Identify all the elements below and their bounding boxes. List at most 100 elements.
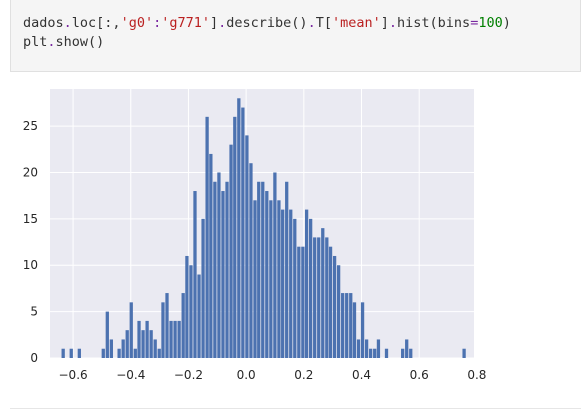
histogram-bar <box>409 348 413 358</box>
code-token: = <box>470 15 479 31</box>
code-token: 'g771' <box>161 15 210 31</box>
histogram-bar <box>61 348 65 358</box>
histogram-bar <box>356 339 361 358</box>
code-token: . <box>47 34 56 50</box>
histogram-bar <box>317 237 321 358</box>
histogram-bar <box>237 98 241 358</box>
code-token: plt <box>23 34 48 50</box>
histogram-bar <box>105 311 109 358</box>
histogram-bar <box>177 320 181 358</box>
histogram-bar <box>364 339 369 358</box>
histogram-bar <box>245 135 249 358</box>
histogram-bar <box>185 255 189 358</box>
code-token: loc[:, <box>71 15 121 31</box>
x-axis-ticks: −0.6 −0.4 −0.2 0.0 0.2 0.4 0.6 0.8 <box>59 368 487 382</box>
cell-output: −0.6 −0.4 −0.2 0.0 0.2 0.4 0.6 0.8 0 5 10 15 20 25 <box>10 72 581 402</box>
histogram-bar <box>145 320 149 358</box>
histogram-bar <box>277 200 281 358</box>
code-token: . <box>388 15 398 31</box>
x-tick-label: 0.4 <box>352 368 371 382</box>
x-tick-label: −0.2 <box>174 368 203 382</box>
code-token: : <box>153 15 162 31</box>
histogram-bar <box>293 218 297 358</box>
histogram-bar <box>121 339 125 358</box>
code-token: T[ <box>315 15 332 31</box>
histogram-bar <box>462 348 466 358</box>
x-tick-label: −0.6 <box>59 368 88 382</box>
code-token: dados <box>23 15 64 31</box>
histogram-bar <box>345 293 349 358</box>
histogram-bar <box>241 107 245 358</box>
histogram-bar <box>341 293 345 358</box>
histogram-bar <box>225 181 229 358</box>
histogram-bar <box>173 320 177 358</box>
histogram-bar <box>149 330 153 358</box>
histogram-bar <box>373 348 377 358</box>
histogram-bar <box>193 191 197 358</box>
histogram-bar <box>313 237 317 358</box>
histogram-bar <box>309 218 313 358</box>
histogram-bar <box>401 348 405 358</box>
histogram-bar <box>77 348 81 358</box>
code-line: plt.show() <box>23 33 511 52</box>
histogram-bar <box>157 348 161 358</box>
histogram-bar <box>376 339 381 358</box>
histogram-bar <box>384 348 389 358</box>
histogram-bar <box>229 144 233 358</box>
code-line: dados.loc[:,'g0':'g771'].describe().T['m… <box>23 14 511 33</box>
y-tick-label: 0 <box>30 351 38 365</box>
histogram-bar <box>285 181 289 358</box>
histogram-bar <box>369 348 373 358</box>
histogram-bar <box>141 330 145 358</box>
histogram-bar <box>137 320 141 358</box>
code-cell[interactable]: dados.loc[:,'g0':'g771'].describe().T['m… <box>10 0 581 72</box>
y-tick-label: 15 <box>23 212 38 226</box>
code-token: describe() <box>226 15 308 31</box>
histogram-chart: −0.6 −0.4 −0.2 0.0 0.2 0.4 0.6 0.8 0 5 10 15 20 25 <box>23 89 487 382</box>
x-tick-label: −0.4 <box>116 368 145 382</box>
code-token: . <box>307 15 316 31</box>
histogram-bar <box>297 246 301 358</box>
histogram-bar <box>249 163 253 358</box>
code-token: 'g0' <box>120 15 154 31</box>
histogram-bar <box>117 348 121 358</box>
histogram-bar <box>289 209 293 358</box>
histogram-bar <box>101 348 105 358</box>
histogram-bar <box>233 116 237 358</box>
x-tick-label: 0.0 <box>237 368 256 382</box>
y-tick-label: 5 <box>30 305 38 319</box>
histogram-bar <box>125 330 129 358</box>
code-token: . <box>63 15 72 31</box>
histogram-bar <box>265 191 269 358</box>
x-tick-label: 0.6 <box>410 368 429 382</box>
x-tick-label: 0.2 <box>294 368 313 382</box>
histogram-bar <box>336 265 341 358</box>
histogram-bar <box>213 181 217 358</box>
histogram-bar <box>257 181 261 358</box>
y-tick-label: 25 <box>23 119 38 133</box>
code-token: ) <box>502 15 511 31</box>
code-editor[interactable]: dados.loc[:,'g0':'g771'].describe().T['m… <box>23 14 511 52</box>
histogram-bar <box>217 172 221 358</box>
histogram-bar <box>161 302 165 358</box>
histogram-bar <box>301 246 305 358</box>
histogram-bar <box>133 348 137 358</box>
histogram-bars <box>61 98 466 358</box>
histogram-bar <box>328 246 333 358</box>
y-tick-label: 10 <box>23 258 38 272</box>
histogram-bar <box>209 153 213 358</box>
code-token: hist(bins <box>397 15 471 31</box>
histogram-bar <box>253 200 257 358</box>
code-token: show() <box>55 34 105 50</box>
histogram-bar <box>109 339 113 358</box>
histogram-bar <box>352 302 357 358</box>
code-token: . <box>218 15 227 31</box>
histogram-bar <box>321 228 325 358</box>
code-token: 'mean' <box>331 15 381 31</box>
histogram-bar <box>201 218 205 358</box>
histogram-bar <box>304 209 309 358</box>
code-token: ] <box>380 15 389 31</box>
histogram-bar <box>129 302 133 358</box>
histogram-bar <box>169 320 173 358</box>
histogram-bar <box>197 274 201 358</box>
